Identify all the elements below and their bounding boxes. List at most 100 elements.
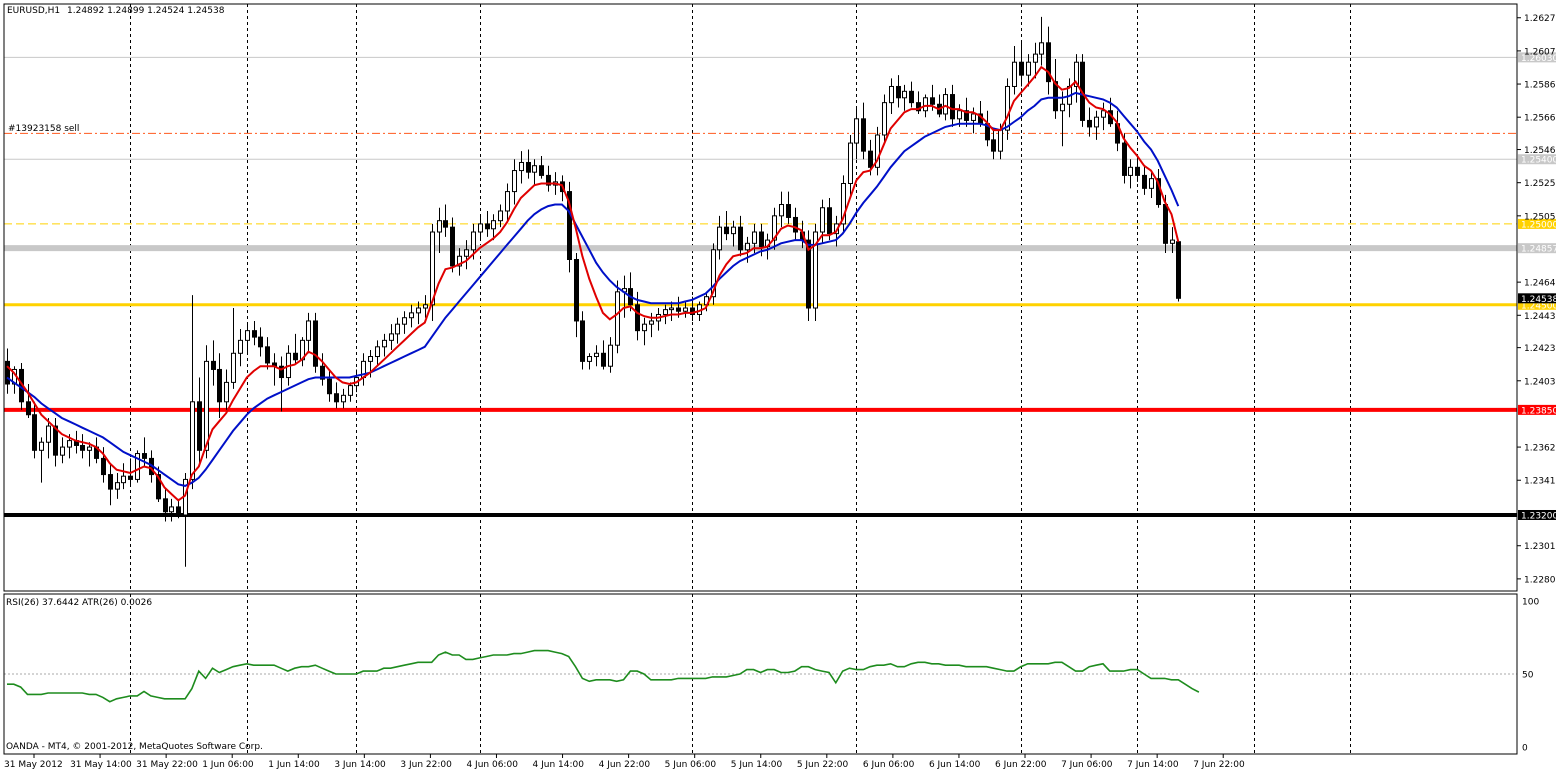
candle-bear [53,425,58,456]
candle-bear [676,307,681,312]
symbol-title: EURUSD,H1 [7,6,60,16]
price-tag-bg [1518,243,1556,254]
candle-bear [217,368,222,403]
candle-bear [128,475,133,480]
moving-averages [6,65,1180,502]
price-tick-label: 1.24235 [1524,344,1556,354]
candle-bull [1012,61,1017,87]
candle-bull [169,506,174,513]
candle-bear [443,220,448,228]
time-label: 31 May 14:00 [70,760,132,770]
candle-bear [265,346,270,364]
candle-bear [601,352,606,367]
candle-bull [341,394,346,403]
time-label: 31 May 22:00 [136,760,198,770]
rsi-tick-label: 50 [1522,671,1534,681]
candle-bull [841,182,846,225]
candle-bear [163,498,168,513]
price-tag-bg [1518,218,1556,229]
price-tick-label: 1.24030 [1524,377,1556,387]
candle-bull [46,425,51,443]
candle-bear [909,90,914,104]
candle-bull [423,304,428,309]
candle-bear [738,226,743,251]
price-tag-bg [1518,509,1556,520]
candle-bear [313,320,318,367]
price-tag-bg [1518,299,1556,310]
price-tick-label: 1.25050 [1524,212,1556,222]
candle-bear [32,414,37,451]
candle-bear [759,231,764,248]
candle-bull [642,323,647,332]
price-tick-label: 1.25660 [1524,114,1556,124]
candle-bear [142,453,147,459]
time-label: 4 Jun 06:00 [466,760,518,770]
candle-bull [813,231,818,309]
price-tick-label: 1.26070 [1524,47,1556,57]
candle-bull [889,85,894,104]
time-label: 7 Jun 22:00 [1193,760,1245,770]
price-tag-bg [1518,404,1556,415]
candle-bull [430,231,435,306]
candle-bull [971,113,976,121]
price-tick-label: 1.23415 [1524,477,1556,487]
candle-bull [1039,42,1044,55]
time-label: 5 Jun 06:00 [665,760,717,770]
price-tick-label: 1.26275 [1524,14,1556,24]
candle-bear [526,161,531,173]
candle-bear [827,207,832,235]
candle-bull [368,356,373,362]
candle-bull [772,215,777,241]
ohlc-readout: 1.24892 1.24899 1.24524 1.24538 [67,6,225,16]
time-label: 7 Jun 06:00 [1061,760,1113,770]
candle-bull [1060,103,1065,112]
candle-bear [806,239,811,309]
candle-bear [450,226,455,267]
candle-bull [532,165,537,173]
candle-bear [26,401,31,416]
candle-bull [1170,239,1175,244]
candle-bull [731,226,736,235]
candle-bull [224,381,229,403]
price-tick-label: 1.25255 [1524,179,1556,189]
time-label: 31 May 2012 [4,760,63,770]
candle-bear [101,457,106,476]
candle-bull [649,320,654,325]
candle-bear [1087,119,1092,128]
candle-bull [669,307,674,311]
candle-bear [108,474,113,490]
candle-bull [1128,166,1133,176]
candle-bull [1026,61,1031,76]
candle-bull [1005,85,1010,131]
candle-bear [258,336,263,348]
candle-bull [683,307,688,312]
candle-bull [306,320,311,341]
candle-bear [156,474,161,500]
candle-bull [587,356,592,362]
candle-bull [348,385,353,396]
candle-bull [512,170,517,193]
price-tag-label: 1.23200 [1521,511,1556,521]
price-tick-label: 1.22805 [1524,575,1556,585]
grid-layer [130,4,1351,754]
ma-fast-line [6,65,1180,502]
candle-bear [574,258,579,322]
candle-bull [121,475,126,484]
price-tag-label: 1.24500 [1521,301,1556,311]
candle-bear [916,102,921,112]
candle-bear [580,320,585,362]
candle-bull [594,352,599,358]
time-label: 4 Jun 22:00 [599,760,651,770]
candle-bear [793,216,798,233]
candle-bull [875,134,880,168]
candle-bear [991,139,996,152]
candle-bear [327,378,332,395]
time-label: 4 Jun 14:00 [533,760,585,770]
price-tick-label: 1.23010 [1524,542,1556,552]
candle-bull [615,291,620,346]
candle-bear [211,360,216,370]
candle-bull [87,446,92,451]
candle-bear [896,85,901,99]
candle-bear [1019,61,1024,76]
indicator-label: RSI(26) 37.6442 ATR(26) 0.0026 [6,598,152,608]
